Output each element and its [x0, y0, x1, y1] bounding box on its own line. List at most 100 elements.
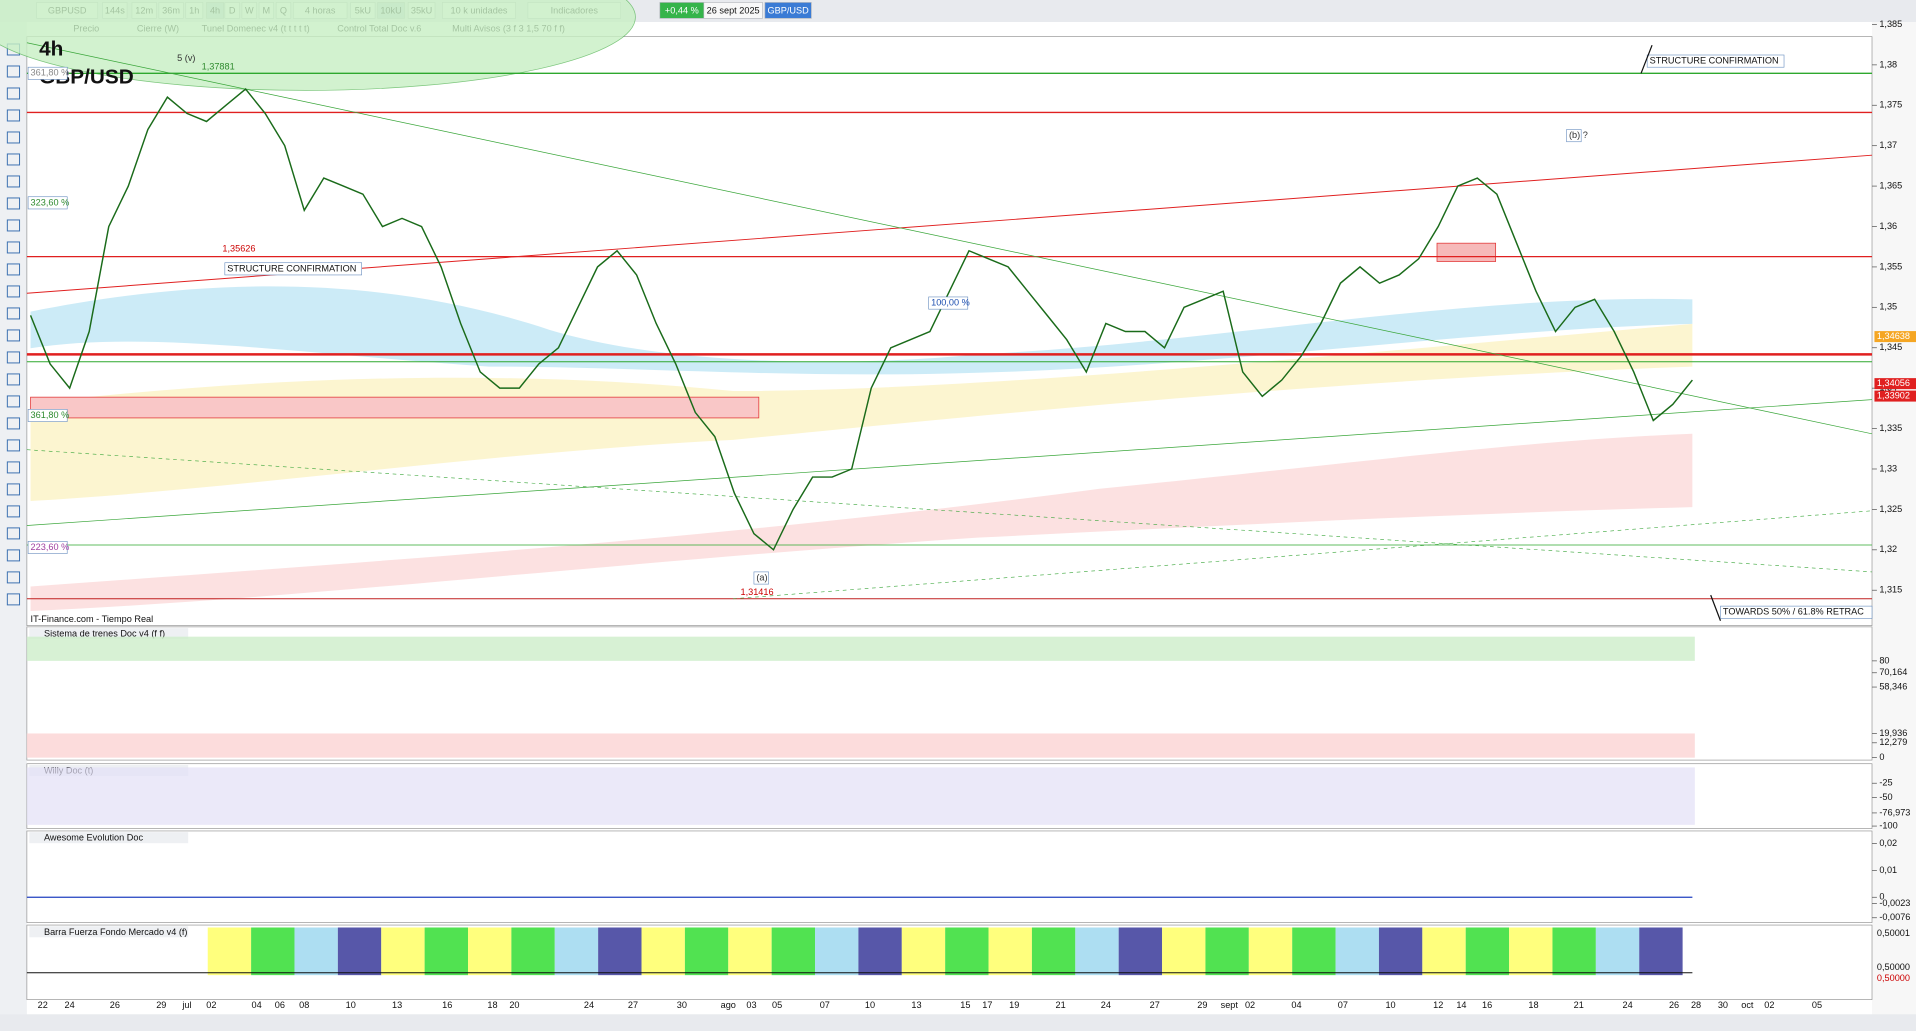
date-label: 26 — [1669, 1000, 1679, 1010]
strength-bar — [1639, 927, 1683, 976]
arrow — [1640, 44, 1653, 74]
tool-icon[interactable] — [6, 439, 21, 452]
date-label: 21 — [1056, 1000, 1066, 1010]
strength-bar — [728, 927, 772, 976]
y-tick-label: 0,01 — [1879, 865, 1897, 875]
annotation-box — [27, 409, 68, 422]
price-tag-label: 1,34638 — [1877, 331, 1910, 341]
strength-bar — [511, 927, 555, 976]
strength-bar — [1465, 927, 1510, 976]
date-label: 22 — [38, 1000, 48, 1010]
strength-bar — [988, 927, 1032, 976]
date-label: 04 — [252, 1000, 262, 1010]
tool-icon[interactable] — [6, 505, 21, 518]
price-tag-label: 1,33902 — [1877, 391, 1910, 401]
toolbar-button[interactable] — [703, 2, 763, 19]
price-tag-label: 1,34056 — [1877, 378, 1910, 388]
tool-icon[interactable] — [6, 307, 21, 320]
toolbar-label[interactable]: +0,44 % — [665, 5, 699, 15]
date-label: 26 — [110, 1000, 120, 1010]
date-label: 02 — [206, 1000, 216, 1010]
tool-icon[interactable] — [6, 263, 21, 276]
tool-icon[interactable] — [6, 241, 21, 254]
tool-icon[interactable] — [6, 65, 21, 78]
date-label: 07 — [820, 1000, 830, 1010]
tool-icon[interactable] — [6, 285, 21, 298]
date-label: 12 — [1433, 1000, 1443, 1010]
date-label: 02 — [1764, 1000, 1774, 1010]
tool-icon[interactable] — [6, 329, 21, 342]
y-tick-label: 1,355 — [1879, 261, 1902, 271]
date-label: 18 — [1528, 1000, 1538, 1010]
date-label: jul — [181, 1000, 191, 1010]
tool-icon[interactable] — [6, 153, 21, 166]
tool-icon[interactable] — [6, 593, 21, 606]
y-tick-label: 1,38 — [1879, 59, 1897, 69]
tool-icon[interactable] — [6, 351, 21, 364]
panel-header — [29, 628, 189, 640]
panel-header — [29, 926, 189, 938]
strength-bar — [1248, 927, 1293, 976]
tool-icon[interactable] — [6, 461, 21, 474]
tool-icon[interactable] — [6, 109, 21, 122]
date-label: 19 — [1009, 1000, 1019, 1010]
tool-icon[interactable] — [6, 571, 21, 584]
band — [26, 767, 1695, 825]
date-label: ago — [721, 1000, 736, 1010]
trend-line — [26, 449, 1873, 573]
tool-icon[interactable] — [6, 483, 21, 496]
tool-icon[interactable] — [6, 175, 21, 188]
strength-bar — [1552, 927, 1596, 976]
tool-icon[interactable] — [6, 219, 21, 232]
date-label: 14 — [1456, 1000, 1466, 1010]
y-tick-label: 19,936 — [1879, 728, 1907, 738]
tool-icon[interactable] — [6, 87, 21, 100]
toolbar-button[interactable] — [764, 2, 812, 19]
timeframe: 4h — [39, 38, 63, 61]
annotation-box — [27, 541, 68, 554]
date-label: 30 — [677, 1000, 687, 1010]
tool-icon[interactable] — [6, 527, 21, 540]
y-tick-label: 1,325 — [1879, 504, 1902, 514]
date-label: 03 — [746, 1000, 756, 1010]
tool-icon[interactable] — [6, 395, 21, 408]
price-axis — [1872, 21, 1916, 1031]
annotation-box — [1720, 605, 1873, 619]
strength-bar — [1075, 927, 1119, 976]
toolbar-label[interactable]: 26 sept 2025 — [707, 5, 760, 15]
strength-bar — [815, 927, 859, 976]
date-label: sept — [1221, 1000, 1239, 1010]
price-tag — [1874, 331, 1916, 343]
y-tick-label: 80 — [1879, 655, 1889, 665]
date-label: oct — [1741, 1000, 1754, 1010]
date-label: 05 — [1812, 1000, 1822, 1010]
y-tick-label: 12,279 — [1879, 737, 1907, 747]
y-tick-label: 1,35 — [1879, 302, 1897, 312]
annotation: 1,35626 — [222, 244, 255, 254]
tool-icon[interactable] — [6, 373, 21, 386]
annotation: 361,80 % — [31, 68, 70, 78]
date-label: 16 — [442, 1000, 452, 1010]
panel-title: Barra Fuerza Fondo Mercado v4 (f) — [44, 927, 188, 937]
tool-icon[interactable] — [6, 549, 21, 562]
tool-icon[interactable] — [6, 131, 21, 144]
y-tick-label: 0 — [1879, 892, 1884, 902]
band — [26, 636, 1695, 661]
strength-bar — [1595, 927, 1640, 976]
y-tick-label: 1,37 — [1879, 140, 1897, 150]
date-label: 17 — [982, 1000, 992, 1010]
y-tick-label: 0,50000 — [1877, 962, 1910, 972]
tool-icon[interactable] — [6, 197, 21, 210]
tool-icon[interactable] — [6, 417, 21, 430]
toolbar-label[interactable]: GBP/USD — [768, 5, 810, 15]
date-label: 04 — [1291, 1000, 1301, 1010]
y-tick-label: -0,0023 — [1879, 898, 1910, 908]
arrow — [1710, 594, 1722, 621]
annotation: 100,00 % — [931, 297, 970, 307]
date-label: 27 — [628, 1000, 638, 1010]
strength-bar — [901, 927, 946, 976]
date-label: 24 — [65, 1000, 75, 1010]
date-label: 10 — [346, 1000, 356, 1010]
price-tag — [1874, 390, 1916, 402]
